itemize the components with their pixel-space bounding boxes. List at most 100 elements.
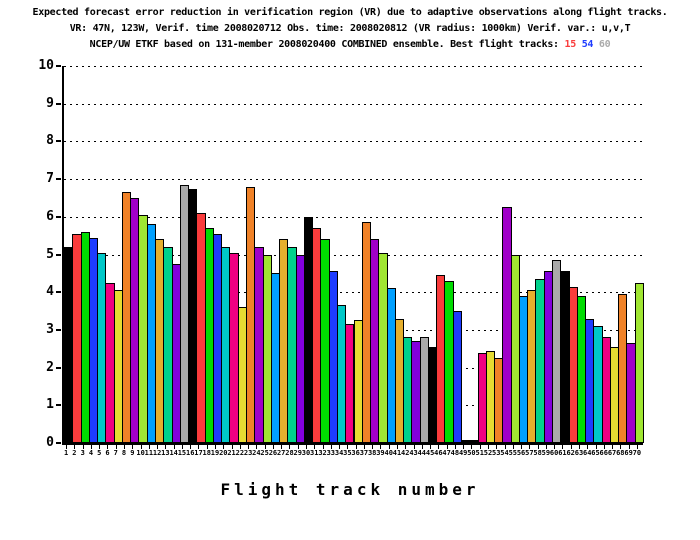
- x-axis-tick-59: [545, 445, 547, 449]
- x-axis-tick-26: [272, 445, 274, 449]
- x-axis-tick-16: [190, 445, 192, 449]
- x-axis-tick-33: [330, 445, 332, 449]
- x-axis-tick-20: [223, 445, 225, 449]
- x-axis-tick-54: [504, 445, 506, 449]
- x-axis-tick-label-64: 64: [583, 449, 592, 457]
- best-track-60: 60: [598, 39, 611, 50]
- x-axis-tick-label-70: 70: [632, 449, 642, 457]
- x-axis-tick-46: [438, 445, 440, 449]
- x-axis-tick-28: [289, 445, 291, 449]
- x-axis-title: Flight track number: [220, 480, 480, 499]
- x-axis-tick-8: [124, 445, 126, 449]
- x-axis-tick-31: [314, 445, 316, 449]
- x-axis-tick-label-22: 22: [235, 449, 245, 457]
- x-axis-tick-label-62: 62: [566, 449, 575, 457]
- y-axis-tick-label-0: 0: [46, 435, 54, 450]
- x-axis-tick-65: [595, 445, 597, 449]
- x-axis-tick-label-38: 38: [367, 449, 377, 457]
- x-axis-tick-label-47: 47: [442, 449, 451, 457]
- x-axis-tick-label-37: 37: [359, 449, 369, 457]
- x-axis-tick-66: [603, 445, 605, 449]
- y-axis-tick-6: [56, 215, 61, 218]
- x-axis-tick-label-27: 27: [276, 449, 286, 457]
- x-axis-tick-18: [206, 445, 208, 449]
- x-axis-tick-35: [347, 445, 349, 449]
- best-track-54: 54: [581, 39, 594, 50]
- gridline-y10: [64, 66, 643, 67]
- x-axis-tick-50: [471, 445, 473, 449]
- x-axis-tick-label-34: 34: [334, 449, 344, 457]
- x-axis-tick-label-42: 42: [401, 449, 410, 457]
- x-axis-tick-34: [339, 445, 341, 449]
- y-axis-tick-label-7: 7: [46, 171, 54, 187]
- x-axis-tick-label-16: 16: [185, 449, 195, 457]
- x-axis-tick-70: [636, 445, 638, 449]
- x-axis-tick-label-30: 30: [301, 449, 311, 457]
- x-axis-tick-42: [405, 445, 407, 449]
- x-axis-tick-1: [66, 445, 68, 449]
- x-axis-tick-41: [396, 445, 398, 449]
- x-axis-tick-label-56: 56: [516, 449, 526, 457]
- x-axis-tick-57: [529, 445, 531, 449]
- x-axis-tick-63: [578, 445, 580, 449]
- gridline-y7: [64, 179, 643, 181]
- gridline-y8: [64, 141, 643, 143]
- x-axis-tick-51: [479, 445, 481, 449]
- bar-track-70: [634, 282, 644, 443]
- x-axis-tick-label-63: 63: [574, 449, 584, 457]
- x-axis-tick-label-15: 15: [177, 449, 187, 457]
- x-axis-tick-2: [74, 445, 76, 449]
- x-axis-tick-12: [157, 445, 159, 449]
- x-axis-tick-label-49: 49: [458, 449, 468, 457]
- x-axis-tick-21: [231, 445, 233, 449]
- x-axis-tick-19: [215, 445, 217, 449]
- x-axis-tick-13: [165, 445, 167, 449]
- plot-area: [62, 66, 644, 445]
- x-axis-tick-label-8: 8: [121, 449, 127, 457]
- x-axis-tick-49: [463, 445, 465, 449]
- x-axis-tick-label-54: 54: [500, 449, 509, 457]
- best-flight-tracks-list: 15 54 60: [559, 39, 611, 50]
- x-axis-tick-label-39: 39: [376, 449, 385, 457]
- x-axis-tick-label-36: 36: [351, 449, 360, 457]
- x-axis-tick-label-26: 26: [268, 449, 278, 457]
- x-axis-tick-label-67: 67: [607, 449, 617, 457]
- x-axis-tick-label-57: 57: [525, 449, 534, 457]
- x-axis-tick-label-4: 4: [88, 449, 94, 457]
- y-axis-tick-label-1: 1: [46, 397, 54, 413]
- x-axis-tick-36: [355, 445, 357, 449]
- x-axis-tick-label-6: 6: [105, 449, 110, 457]
- x-axis-tick-label-2: 2: [72, 449, 77, 457]
- x-axis-tick-69: [628, 445, 630, 449]
- x-axis-tick-label-46: 46: [434, 449, 443, 457]
- y-axis-tick-label-9: 9: [46, 95, 54, 111]
- y-axis-tick-label-5: 5: [46, 246, 54, 262]
- x-axis-tick-9: [132, 445, 134, 449]
- x-axis-tick-label-23: 23: [243, 449, 253, 457]
- x-axis-tick-40: [388, 445, 390, 449]
- x-axis-tick-label-18: 18: [202, 449, 211, 457]
- x-axis-tick-label-20: 20: [219, 449, 228, 457]
- x-axis-tick-3: [82, 445, 84, 449]
- y-axis-tick-label-2: 2: [46, 359, 54, 375]
- x-axis-tick-label-3: 3: [80, 449, 85, 457]
- y-axis-tick-label-10: 10: [38, 58, 54, 73]
- y-axis-tick-label-3: 3: [46, 321, 54, 337]
- x-axis-tick-label-7: 7: [113, 449, 118, 457]
- x-axis-tick-label-13: 13: [161, 449, 170, 457]
- x-axis-tick-label-55: 55: [508, 449, 517, 457]
- chart-title-line3-text: NCEP/UW ETKF based on 131-member 2008020…: [89, 39, 559, 50]
- x-axis-tick-label-68: 68: [616, 449, 625, 457]
- x-axis-tick-label-32: 32: [318, 449, 327, 457]
- x-axis-tick-label-24: 24: [252, 449, 261, 457]
- x-axis-tick-label-21: 21: [227, 449, 236, 457]
- x-axis-tick-30: [306, 445, 307, 449]
- x-axis-tick-label-40: 40: [384, 449, 393, 457]
- chart-title-line1: Expected forecast error reduction in ver…: [32, 7, 668, 18]
- x-axis-tick-52: [487, 445, 489, 449]
- x-axis-tick-label-45: 45: [425, 449, 435, 457]
- x-axis-tick-5: [99, 445, 101, 449]
- x-axis-tick-label-43: 43: [409, 449, 418, 457]
- x-axis-tick-label-58: 58: [533, 449, 542, 457]
